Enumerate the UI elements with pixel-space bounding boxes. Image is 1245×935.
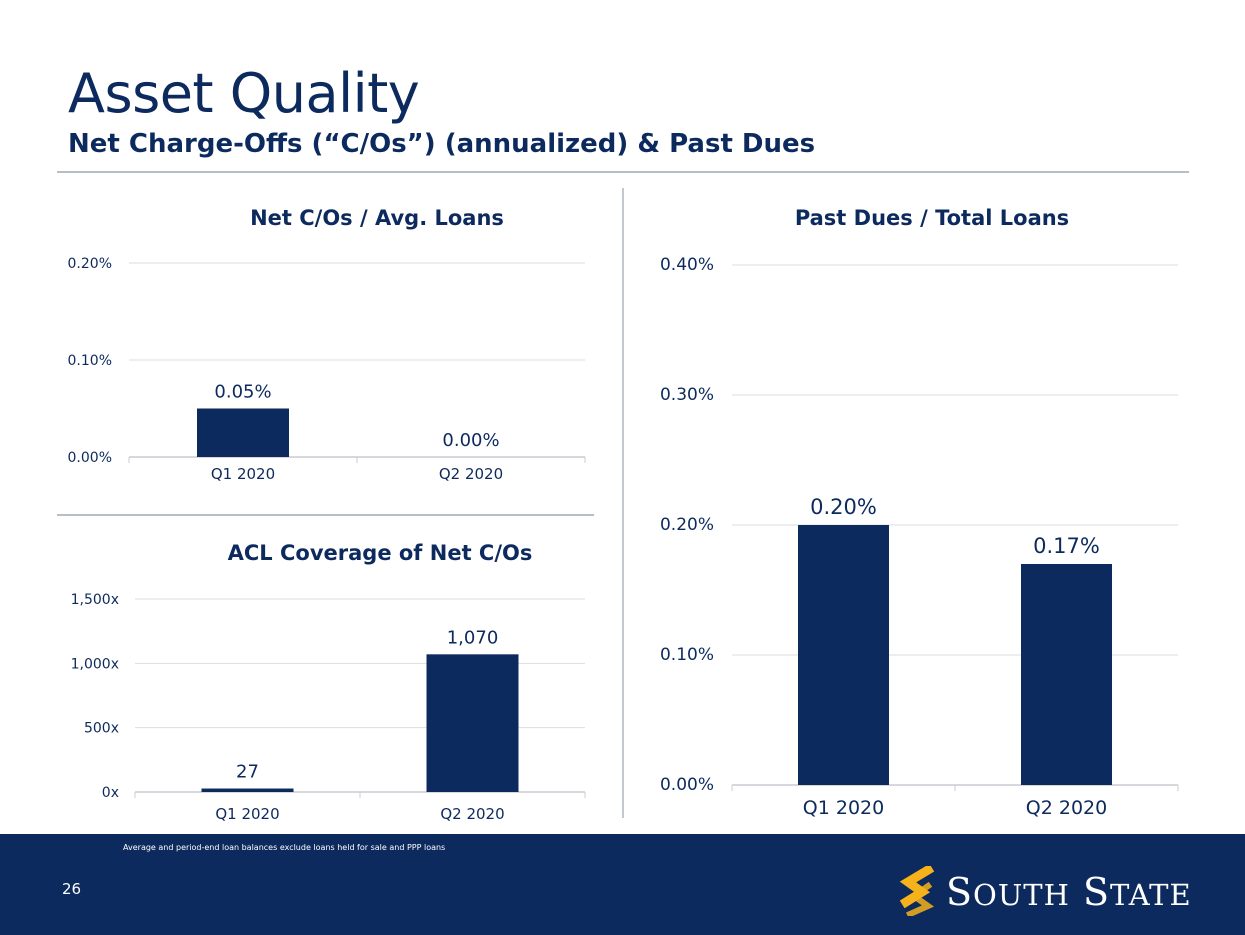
y-tick-label: 0.00% [68,450,112,466]
chart-title: ACL Coverage of Net C/Os [228,541,533,565]
x-tick-label: Q2 2020 [1026,797,1107,819]
net-cos-chart: Net C/Os / Avg. Loans 0.00% 0.10% 0.20% 0.05… [68,206,586,483]
data-label: 0.00% [442,430,499,451]
y-tick-label: 0.00% [660,775,714,795]
bar [1021,564,1112,785]
chart-title: Net C/Os / Avg. Loans [250,206,504,230]
page-title: Asset Quality [68,62,420,125]
y-tick-label: 0.30% [660,385,714,405]
past-dues-chart: Past Dues / Total Loans 0.00% 0.10% 0.20% 0.… [660,206,1179,819]
logo: SOUTH STATE [898,866,1198,916]
page-subtitle: Net Charge-Offs (“C/Os”) (annualized) & … [68,129,816,159]
bar [201,788,294,792]
data-label: 1,070 [447,627,499,648]
data-label: 0.17% [1033,534,1100,558]
x-tick-label: Q2 2020 [440,805,504,823]
bar [426,654,519,792]
bar [197,408,289,457]
y-tick-label: 0.20% [68,256,112,272]
header-divider [57,171,1189,173]
footnote: Average and period-end loan balances exc… [123,843,446,852]
y-tick-label: 0.20% [660,515,714,535]
data-label: 0.20% [810,495,877,519]
vertical-divider [622,188,624,818]
y-tick-label: 0.10% [660,645,714,665]
footer-bar: Average and period-end loan balances exc… [0,834,1245,935]
y-tick-label: 0.40% [660,255,714,275]
y-tick-label: 1,500x [71,592,119,608]
x-tick-label: Q1 2020 [215,805,279,823]
data-label: 27 [236,762,259,783]
x-tick-label: Q1 2020 [803,797,884,819]
x-tick-label: Q2 2020 [439,465,503,483]
data-label: 0.05% [214,382,271,403]
horizontal-divider [57,514,594,516]
chart-title: Past Dues / Total Loans [795,206,1069,230]
y-tick-label: 0.10% [68,353,112,369]
x-tick-label: Q1 2020 [211,465,275,483]
y-tick-label: 500x [84,721,119,737]
page-number: 26 [62,880,82,898]
s-mark-icon [899,866,935,916]
y-tick-label: 1,000x [71,656,119,672]
acl-coverage-chart: ACL Coverage of Net C/Os 0x 500x 1,000x 1,50… [71,541,586,823]
y-tick-label: 0x [102,785,119,801]
bar [798,525,889,785]
logo-text: SOUTH STATE [946,870,1192,914]
